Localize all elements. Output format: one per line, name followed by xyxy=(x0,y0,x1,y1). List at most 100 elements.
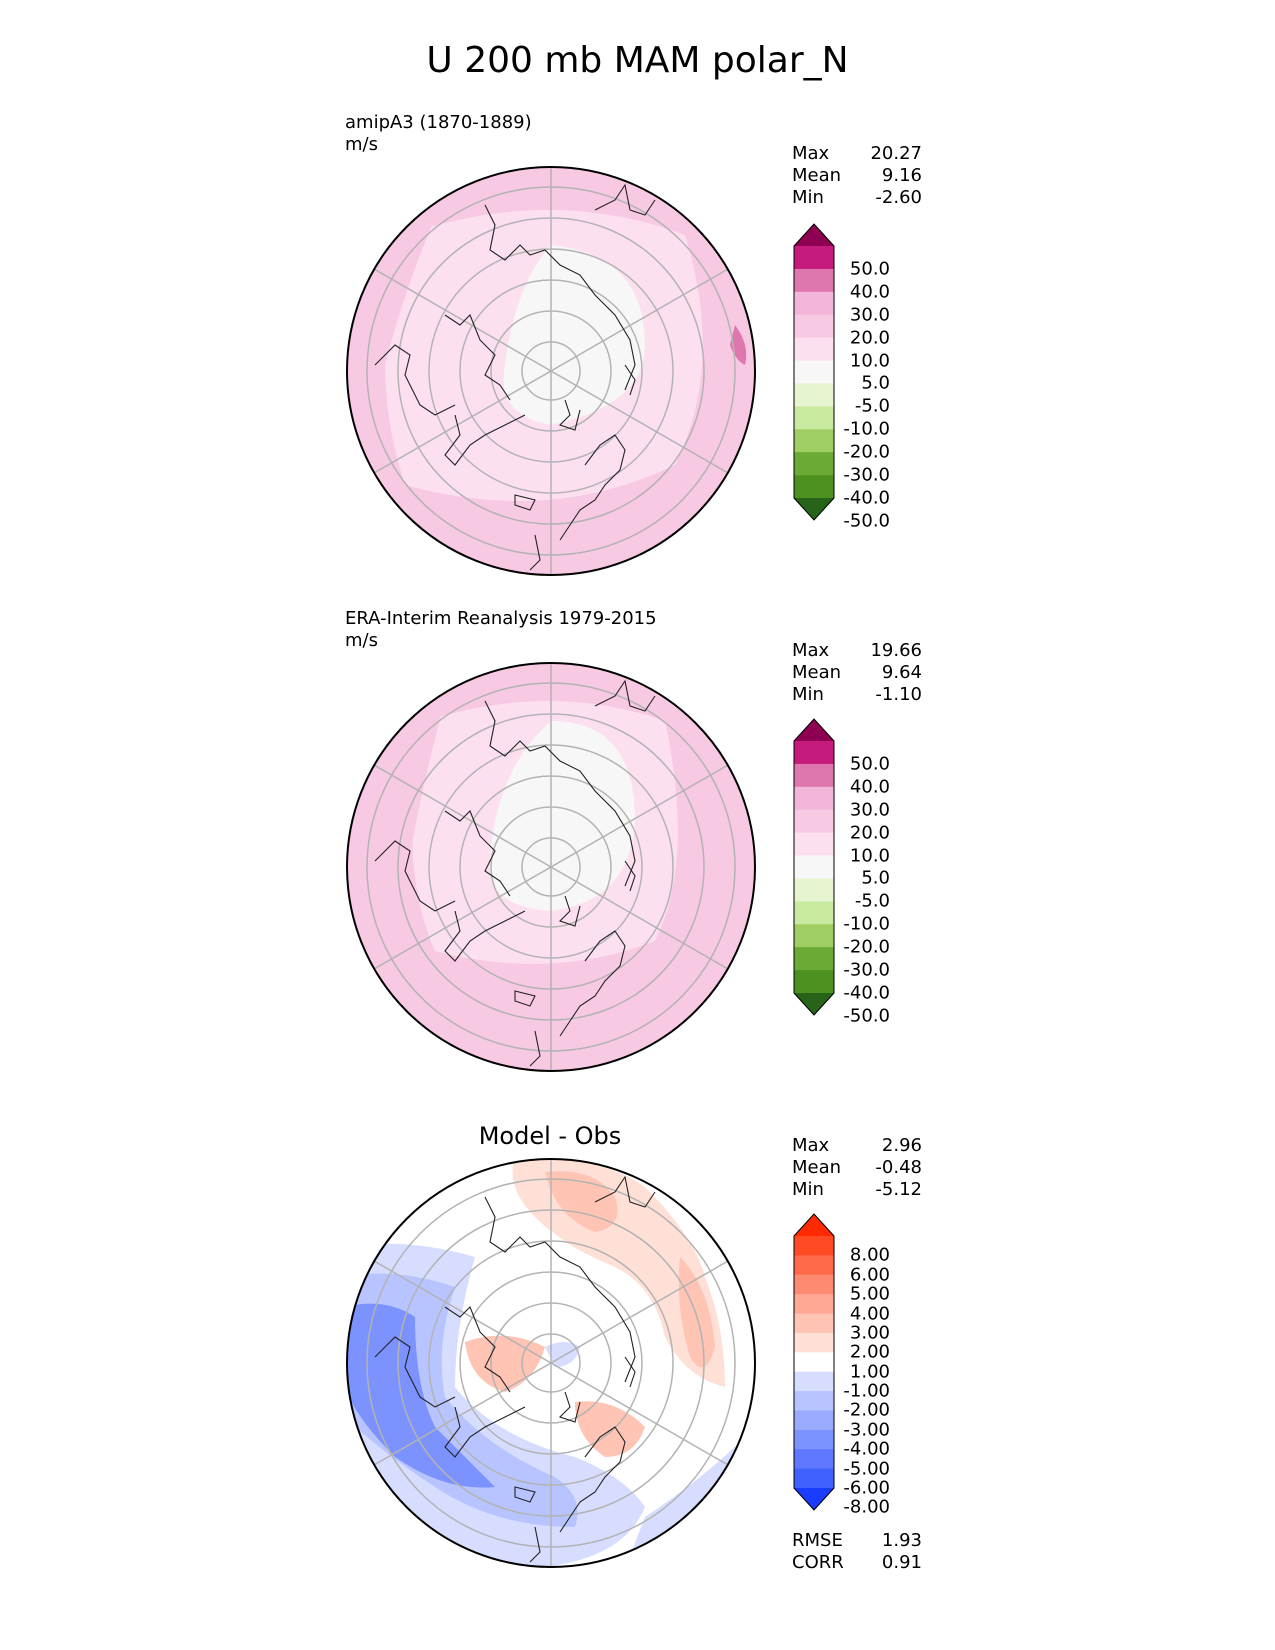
colorbar-tick-label: -10.0 xyxy=(843,418,890,440)
panel-3-polar-map xyxy=(346,1158,756,1568)
colorbar-bin xyxy=(794,1371,834,1392)
colorbar-tick-label: 50.0 xyxy=(849,258,890,280)
colorbar-tick-label: -20.0 xyxy=(843,441,890,463)
panel-3-stats: Max 2.96 Mean -0.48 Min -5.12 xyxy=(792,1135,922,1201)
colorbar-bin xyxy=(794,268,834,293)
colorbar-tick-label: 50.0 xyxy=(849,753,890,775)
colorbar-tick-label: 4.00 xyxy=(849,1303,890,1325)
panel-1-polar-map xyxy=(346,166,756,576)
colorbar-tick-label: 5.0 xyxy=(861,372,890,394)
colorbar-extend-min xyxy=(794,498,834,520)
colorbar-bin xyxy=(794,832,834,857)
stat-min: Min -2.60 xyxy=(792,187,922,208)
panel-1-dataset: amipA3 (1870-1889) xyxy=(345,112,532,133)
panel-2-label: ERA-Interim Reanalysis 1979-2015 m/s xyxy=(345,608,657,652)
colorbar-bin xyxy=(794,809,834,834)
colorbar-bin xyxy=(794,246,834,270)
colorbar-tick-label: 3.00 xyxy=(849,1322,890,1344)
colorbar-tick-label: -3.00 xyxy=(843,1419,890,1441)
colorbar-tick-label: 8.00 xyxy=(849,1244,890,1266)
colorbar-bin xyxy=(794,855,834,879)
stat-mean: Mean 9.64 xyxy=(792,662,922,683)
colorbar-tick-label: -10.0 xyxy=(843,913,890,935)
colorbar-outline xyxy=(793,223,835,521)
colorbar-bin xyxy=(794,741,834,765)
colorbar-bin xyxy=(794,429,834,453)
panel-2-stats: Max 19.66 Mean 9.64 Min -1.10 xyxy=(792,640,922,706)
colorbar-tick-label: 10.0 xyxy=(849,845,890,867)
colorbar-bin xyxy=(794,901,834,925)
panel-1-label: amipA3 (1870-1889) m/s xyxy=(345,112,532,156)
colorbar-tick-label: -20.0 xyxy=(843,936,890,958)
colorbar-bin xyxy=(794,786,834,811)
panel-2-polar-map xyxy=(346,662,756,1072)
colorbar-tick-label: 20.0 xyxy=(849,822,890,844)
stat-min: Min -5.12 xyxy=(792,1179,922,1200)
colorbar-tick-label: -5.0 xyxy=(854,395,890,417)
colorbar-tick-label: 1.00 xyxy=(849,1361,890,1383)
panel-3-title: Model - Obs xyxy=(478,1122,622,1150)
stat-mean: Mean 9.16 xyxy=(792,165,922,186)
colorbar-bin xyxy=(794,1410,834,1431)
colorbar-extend-max xyxy=(794,224,834,246)
colorbar-bin xyxy=(794,291,834,316)
colorbar-extend-min xyxy=(794,993,834,1015)
colorbar-tick-label: -30.0 xyxy=(843,464,890,486)
colorbar-tick-label: 30.0 xyxy=(849,304,890,326)
colorbar-tick-label: 30.0 xyxy=(849,799,890,821)
colorbar-tick-label: -5.0 xyxy=(854,890,890,912)
colorbar-bin xyxy=(794,878,834,902)
panel-2-dataset: ERA-Interim Reanalysis 1979-2015 xyxy=(345,608,657,629)
colorbar-bin xyxy=(794,337,834,362)
colorbar-bin xyxy=(794,475,834,499)
colorbar-tick-label: -5.00 xyxy=(843,1458,890,1480)
colorbar-bin xyxy=(794,1449,834,1470)
colorbar-bin xyxy=(794,360,834,384)
colorbar-tick-label: 5.00 xyxy=(849,1283,890,1305)
colorbar-tick-label: -6.00 xyxy=(843,1477,890,1499)
colorbar-tick-label: 20.0 xyxy=(849,327,890,349)
colorbar-tick-label: -30.0 xyxy=(843,959,890,981)
colorbar-bin xyxy=(794,1391,834,1411)
colorbar-bin xyxy=(794,406,834,430)
stat-mean: Mean -0.48 xyxy=(792,1157,922,1178)
colorbar-tick-label: -40.0 xyxy=(843,982,890,1004)
colorbar-tick-label: -8.00 xyxy=(843,1496,890,1518)
graticule xyxy=(366,167,736,575)
colorbar-tick-label: -2.00 xyxy=(843,1399,890,1421)
colorbar-bin xyxy=(794,1468,834,1489)
colorbar-bin xyxy=(794,970,834,994)
colorbar-bin xyxy=(794,763,834,788)
panel-3-colorbar xyxy=(793,1213,835,1511)
colorbar-bin xyxy=(794,924,834,948)
graticule xyxy=(366,1159,736,1567)
colorbar-extend-max xyxy=(794,1214,834,1236)
coastlines xyxy=(374,183,656,571)
colorbar-extend-min xyxy=(794,1488,834,1510)
panel-1-stats: Max 20.27 Mean 9.16 Min -2.60 xyxy=(792,143,922,209)
colorbar-bin xyxy=(794,947,834,971)
colorbar-tick-label: -50.0 xyxy=(843,510,890,532)
figure-title: U 200 mb MAM polar_N xyxy=(426,40,849,81)
colorbar-tick-label: 10.0 xyxy=(849,350,890,372)
stat-corr: CORR 0.91 xyxy=(792,1552,922,1573)
colorbar-tick-label: -50.0 xyxy=(843,1005,890,1027)
stat-max: Max 20.27 xyxy=(792,143,922,164)
colorbar-bin xyxy=(794,314,834,339)
panel-2-units: m/s xyxy=(345,630,378,651)
stat-max: Max 19.66 xyxy=(792,640,922,661)
colorbar-outline xyxy=(793,718,835,1016)
colorbar-bin xyxy=(794,1274,834,1295)
colorbar-outline xyxy=(793,1213,835,1511)
colorbar-bin xyxy=(794,1332,834,1353)
colorbar-tick-label: 40.0 xyxy=(849,776,890,798)
colorbar-bin xyxy=(794,1294,834,1315)
colorbar-bin xyxy=(794,1236,834,1256)
colorbar-tick-label: 5.0 xyxy=(861,867,890,889)
colorbar-tick-label: 2.00 xyxy=(849,1341,890,1363)
colorbar-tick-label: -1.00 xyxy=(843,1380,890,1402)
colorbar-bin xyxy=(794,383,834,407)
colorbar-bin xyxy=(794,1313,834,1334)
colorbar-bin xyxy=(794,1352,834,1373)
stat-rmse: RMSE 1.93 xyxy=(792,1530,922,1551)
